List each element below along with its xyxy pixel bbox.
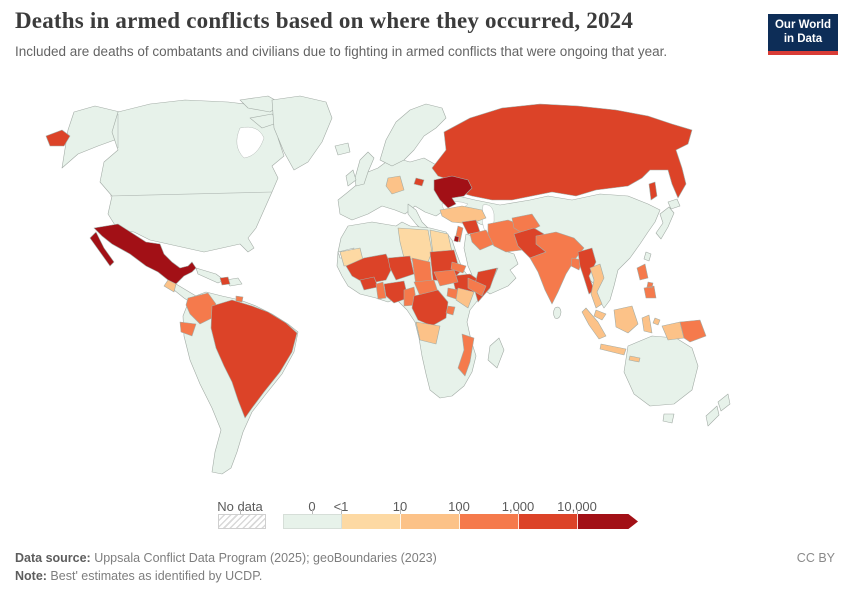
us-canada-border	[109, 191, 273, 197]
landmass-australia[interactable]	[623, 335, 699, 407]
country-indonesia-sulawesi[interactable]	[641, 314, 661, 334]
landmass-madagascar[interactable]	[487, 337, 505, 369]
legend-no-data-label: No data	[217, 499, 263, 514]
landmass-great-britain[interactable]	[354, 151, 375, 187]
country-south-sudan[interactable]	[433, 269, 459, 287]
country-burundi[interactable]	[445, 305, 456, 316]
legend-band-1000[interactable]	[519, 514, 578, 529]
legend-tickmark	[312, 509, 313, 514]
country-kenya[interactable]	[455, 287, 475, 309]
landmass-sri-lanka[interactable]	[553, 306, 562, 319]
landmass-tasmania[interactable]	[662, 413, 675, 424]
legend-color-bar	[283, 514, 638, 529]
country-turkey[interactable]	[439, 205, 487, 225]
page-subtitle: Included are deaths of combatants and ci…	[15, 44, 668, 59]
legend-tick-100: 100	[448, 499, 470, 514]
country-india[interactable]	[529, 231, 585, 305]
legend-band-10000-arrow[interactable]	[578, 514, 638, 529]
legend-tickmark	[240, 509, 241, 514]
country-russia-chukotka-fragment[interactable]	[45, 129, 71, 147]
country-brazil[interactable]	[210, 299, 298, 419]
legend-band-0[interactable]	[283, 514, 342, 529]
landmass-ireland[interactable]	[345, 169, 357, 187]
country-philippines[interactable]	[636, 263, 657, 299]
legend-band-100[interactable]	[460, 514, 519, 529]
owid-logo-line1: Our World	[774, 19, 831, 31]
country-drc[interactable]	[411, 289, 449, 327]
landmass-japan[interactable]	[655, 198, 681, 240]
landmass-greenland[interactable]	[271, 95, 333, 171]
country-russia[interactable]	[431, 103, 693, 201]
country-benin-togo[interactable]	[375, 281, 387, 300]
data-source-line: Data source: Uppsala Conflict Data Progr…	[15, 551, 437, 565]
country-indonesia-sumatra[interactable]	[581, 307, 607, 340]
country-thailand[interactable]	[589, 263, 605, 309]
country-germany[interactable]	[385, 175, 405, 195]
country-indonesia-java[interactable]	[599, 343, 641, 363]
landmass-iceland[interactable]	[334, 142, 351, 156]
country-ecuador[interactable]	[179, 321, 197, 337]
legend-band-10[interactable]	[401, 514, 460, 529]
country-malaysia[interactable]	[593, 309, 607, 321]
legend-tick-0: 0	[308, 499, 316, 514]
note-label: Note:	[15, 569, 47, 583]
country-mexico[interactable]	[89, 223, 197, 285]
legend-tick-10000: 10,000	[557, 499, 597, 514]
legend-tickmark	[341, 509, 342, 514]
hudson-bay	[236, 126, 265, 159]
legend-tickmark	[400, 509, 401, 514]
country-russia-kaliningrad[interactable]	[413, 177, 425, 187]
country-trinidad[interactable]	[235, 295, 244, 303]
country-eritrea[interactable]	[450, 261, 467, 274]
legend-tick-1000: 1,000	[501, 499, 535, 514]
country-mali[interactable]	[345, 253, 393, 285]
data-source-label: Data source:	[15, 551, 91, 565]
owid-logo-line2: in Data	[783, 32, 823, 45]
license-link[interactable]: CC BY	[796, 551, 835, 565]
owid-logo[interactable]: Our World in Data	[767, 14, 838, 55]
legend-tickmark	[577, 509, 578, 514]
country-ukraine[interactable]	[433, 175, 473, 209]
country-papua-new-guinea[interactable]	[679, 319, 707, 343]
landmass-scandinavia[interactable]	[379, 103, 447, 167]
country-nigeria[interactable]	[383, 280, 409, 304]
legend-tickmark	[459, 509, 460, 514]
data-source-text: Uppsala Conflict Data Program (2025); ge…	[90, 551, 437, 565]
country-haiti[interactable]	[219, 276, 231, 286]
legend-tickmark	[518, 509, 519, 514]
country-russia-sakhalin[interactable]	[648, 181, 658, 201]
country-iraq[interactable]	[469, 229, 495, 251]
country-guatemala[interactable]	[163, 279, 177, 293]
country-yemen[interactable]	[467, 277, 487, 297]
landmass-taiwan[interactable]	[643, 251, 652, 262]
country-angola[interactable]	[415, 321, 441, 345]
legend-band-lt1[interactable]	[342, 514, 401, 529]
country-indonesia-borneo[interactable]	[613, 305, 639, 334]
country-palestine[interactable]	[453, 235, 460, 243]
landmass-cuba[interactable]	[195, 267, 225, 284]
note-line: Note: Best' estimates as identified by U…	[15, 569, 262, 583]
note-text: Best' estimates as identified by UCDP.	[46, 569, 263, 583]
legend-tick-lt1: <1	[333, 499, 349, 514]
legend-no-data-swatch[interactable]	[218, 514, 266, 529]
country-niger[interactable]	[387, 255, 415, 281]
country-mozambique[interactable]	[457, 333, 475, 377]
page-title: Deaths in armed conflicts based on where…	[15, 8, 634, 33]
landmass-new-zealand[interactable]	[705, 393, 731, 427]
country-colombia[interactable]	[185, 292, 217, 325]
legend-tick-10: 10	[392, 499, 408, 514]
